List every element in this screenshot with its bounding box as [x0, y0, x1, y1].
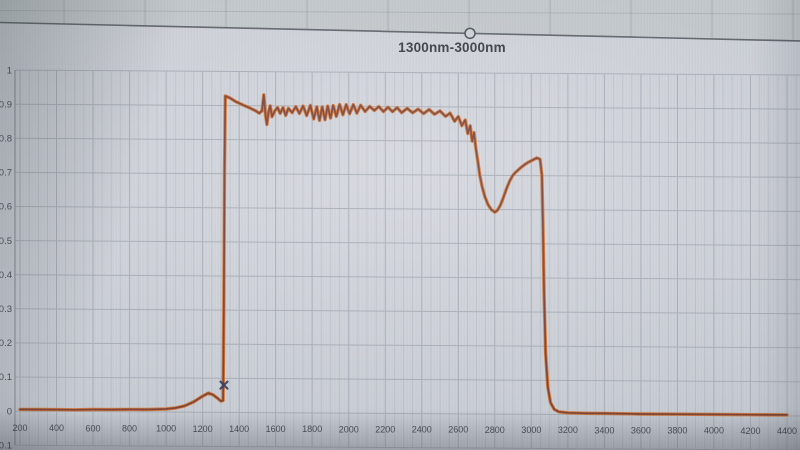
x-tick-label: 1000 [156, 424, 176, 434]
y-tick-label: 0.3 [0, 304, 12, 315]
chart-top-border [0, 21, 800, 42]
y-tick-label: 0.5 [0, 236, 12, 247]
x-tick-label: 2000 [339, 424, 359, 434]
x-tick-label: 2600 [448, 425, 468, 435]
horizontal-gridline [14, 444, 800, 450]
x-tick-label: 4400 [777, 426, 797, 436]
horizontal-gridline [14, 171, 800, 178]
spreadsheet-row-line [0, 10, 800, 15]
y-tick-label: 0.7 [0, 168, 12, 179]
horizontal-gridline [14, 274, 800, 281]
x-tick-label: 3600 [631, 425, 651, 435]
x-tick-label: 2800 [485, 425, 505, 435]
x-tick-label: 200 [12, 423, 27, 433]
x-tick-label: 1800 [302, 424, 322, 434]
transmission-trace-dark-red[interactable] [19, 93, 788, 416]
y-tick-label: 0.8 [0, 133, 12, 144]
y-tick-label: -0.1 [0, 440, 12, 450]
x-tick-label: 3200 [558, 425, 578, 435]
y-tick-label: 0.6 [0, 202, 12, 213]
x-tick-label: 1200 [193, 424, 213, 434]
y-tick-label: 0.9 [0, 99, 12, 110]
x-axis-labels: 200 400 600 800 1000 1200 1400 1600 1800 2000 2200… [12, 423, 797, 436]
x-tick-label: 800 [122, 423, 137, 433]
horizontal-gridline [14, 342, 800, 349]
x-tick-label: 3000 [521, 425, 541, 435]
spreadsheet-strip [0, 0, 800, 41]
x-tick-label: 400 [49, 423, 64, 433]
chart-title[interactable]: 1300nm-3000nm [398, 40, 506, 55]
x-tick-label: 3400 [594, 425, 614, 435]
x-tick-label: 3800 [667, 426, 687, 436]
x-tick-label: 600 [86, 423, 101, 433]
horizontal-gridline [14, 308, 800, 315]
horizontal-gridline [14, 240, 800, 246]
x-tick-label: 2400 [412, 425, 432, 435]
spreadsheet-area [0, 0, 800, 41]
horizontal-gridline [14, 205, 800, 212]
y-tick-label: 0.1 [0, 372, 12, 383]
y-tick-label: 0.2 [0, 338, 12, 349]
x-tick-label: 4000 [704, 426, 724, 436]
marker-stroke [219, 380, 229, 390]
y-tick-label: 1 [7, 65, 12, 76]
horizontal-gridline [14, 69, 800, 76]
chart-resize-handle[interactable] [464, 27, 476, 40]
x-tick-label: 2200 [375, 424, 395, 434]
horizontal-gridline [14, 137, 800, 144]
x-tick-label: 4200 [740, 426, 760, 436]
y-tick-label: 0.4 [0, 270, 12, 281]
y-axis-labels: -0.1 0 0.1 0.2 0.3 0.4 0.5 0.6 0.7 0.8 0.9 1 [0, 65, 12, 450]
x-tick-label: 1600 [266, 424, 286, 434]
x-tick-label: 1400 [229, 424, 249, 434]
gridlines [14, 69, 800, 450]
selected-point-marker[interactable] [219, 380, 229, 390]
y-tick-label: 0 [7, 406, 12, 417]
horizontal-gridline [14, 376, 800, 383]
